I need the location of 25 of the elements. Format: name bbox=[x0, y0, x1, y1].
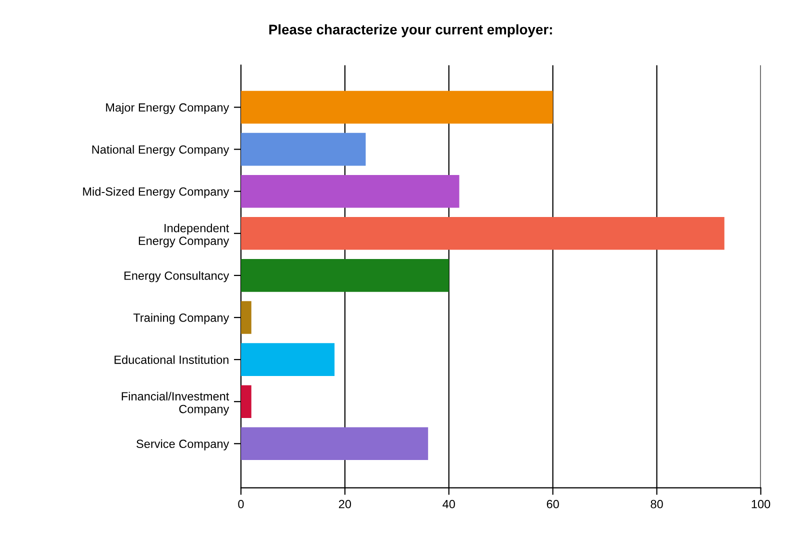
bar bbox=[240, 174, 460, 208]
x-tick-label: 100 bbox=[752, 500, 770, 508]
x-tick-label: 20 bbox=[338, 500, 352, 508]
y-tick-label: Educational Institution bbox=[114, 355, 228, 364]
y-tick-label: Financial/Investment Company bbox=[122, 392, 230, 416]
bar bbox=[240, 217, 724, 250]
y-tick-label: Service Company bbox=[136, 439, 230, 450]
y-tick-label: Training Company bbox=[133, 313, 230, 324]
bar bbox=[240, 301, 252, 334]
y-tick-label: Independent Energy Company bbox=[138, 224, 230, 248]
bar bbox=[240, 132, 366, 166]
x-tick-label: 80 bbox=[650, 500, 663, 508]
bar bbox=[240, 385, 252, 418]
bar bbox=[240, 259, 449, 292]
x-tick-label: 40 bbox=[442, 500, 455, 508]
y-tick-label: National Energy Company bbox=[92, 145, 230, 156]
x-tick-label: 60 bbox=[546, 500, 559, 508]
y-tick-label: Mid-Sized Energy Company bbox=[83, 187, 230, 198]
y-tick-label: Major Energy Company bbox=[106, 102, 230, 114]
y-tick-label: Energy Consultancy bbox=[124, 271, 230, 282]
bar bbox=[240, 90, 553, 124]
x-tick-label: 0 bbox=[238, 500, 244, 508]
chart-title: Please characterize your current employer: bbox=[269, 24, 552, 38]
bar bbox=[240, 427, 428, 460]
bar bbox=[240, 343, 335, 376]
